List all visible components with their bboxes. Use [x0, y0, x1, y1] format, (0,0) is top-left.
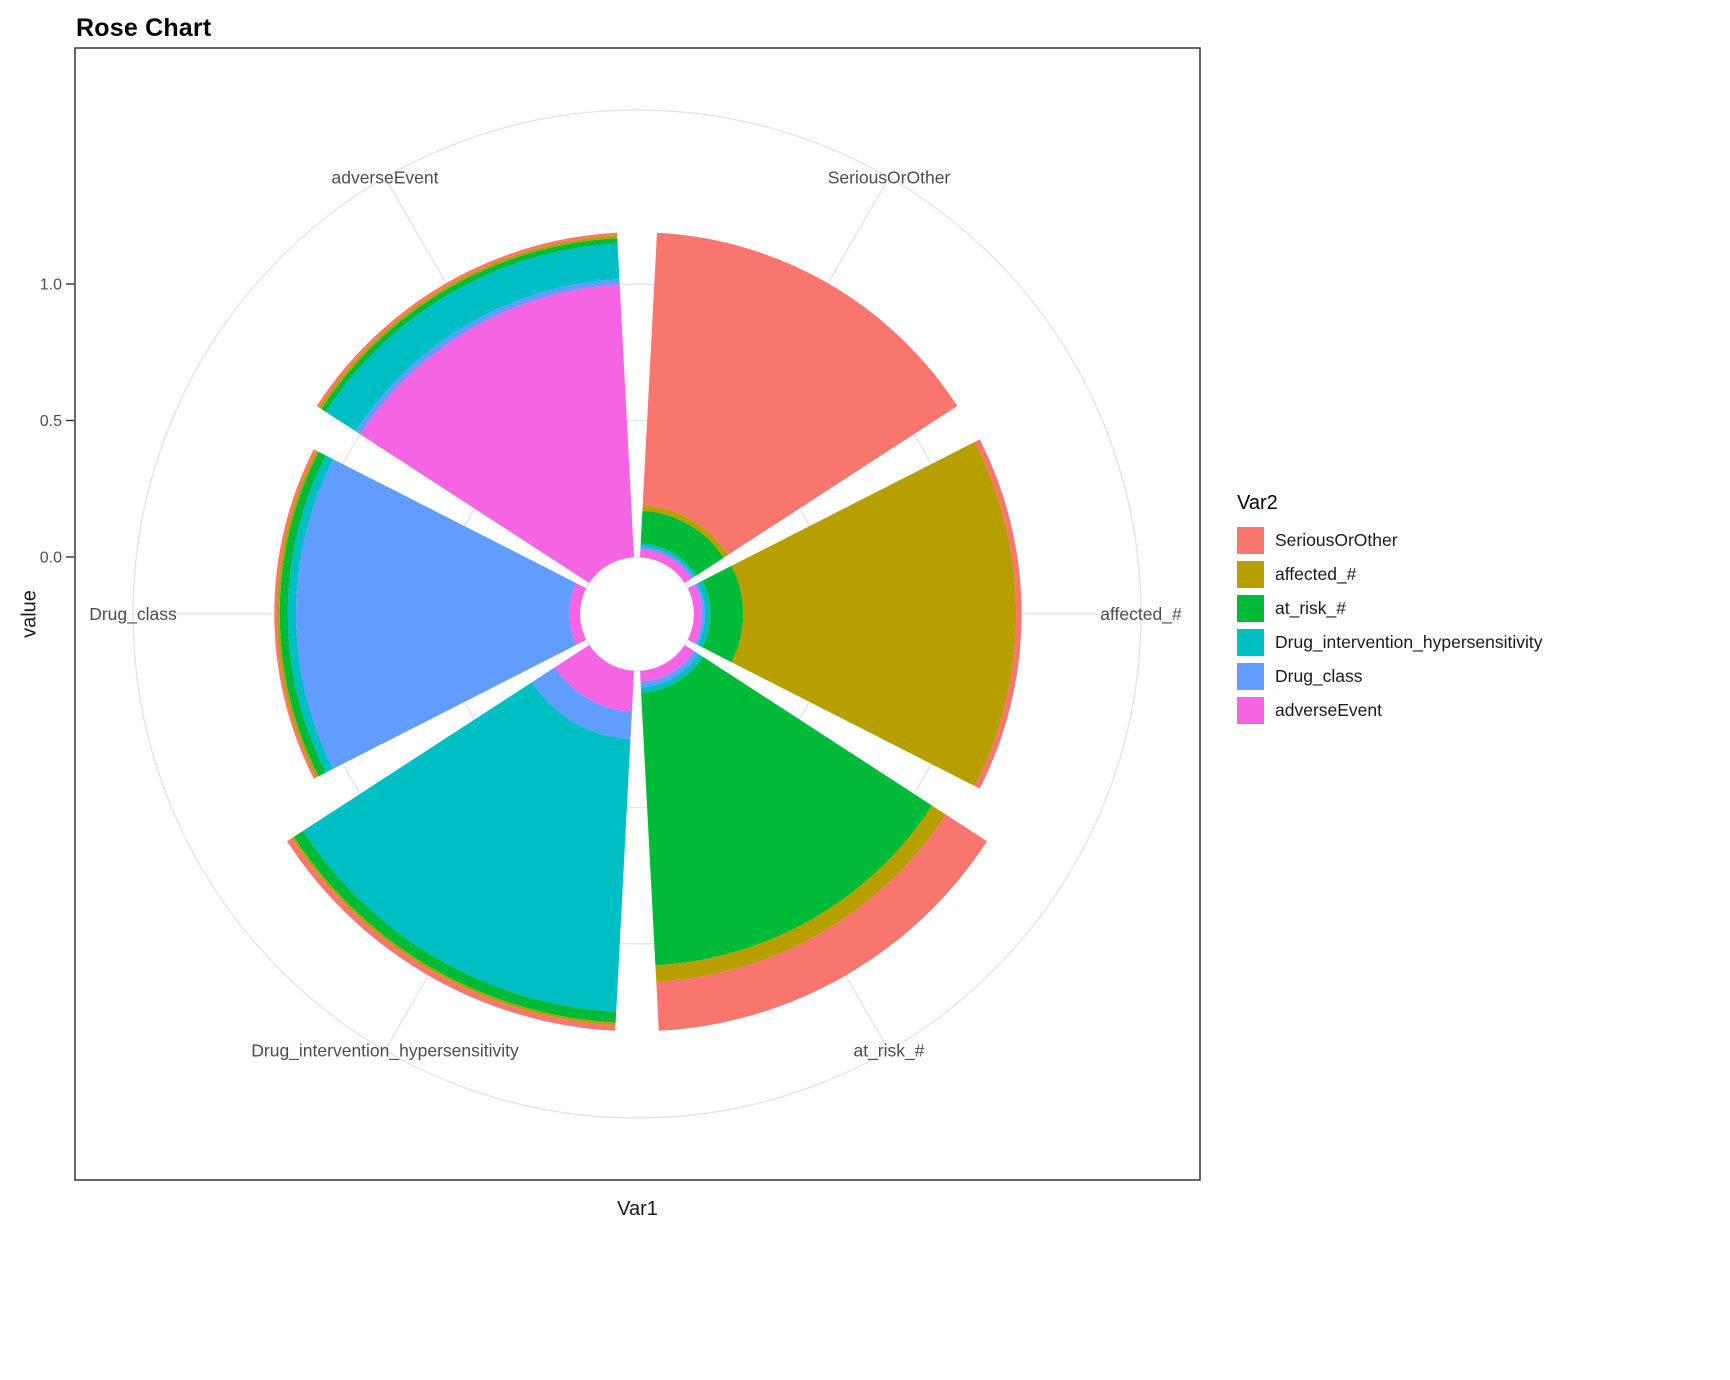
- rose-segment-affected_#-SeriousOrOther: [974, 439, 1022, 789]
- rose-segment-affected_#-at_risk_#: [702, 565, 744, 663]
- sector-label: adverseEvent: [331, 168, 438, 188]
- rose-segment-adverseEvent-adverseEvent: [360, 284, 634, 583]
- rose-segment-Drug_intervention_hypersensitivity-adverseEvent: [554, 645, 634, 712]
- rose-segment-adverseEvent-Drug_intervention_hypersensitivity: [325, 243, 620, 432]
- legend-swatch: [1237, 663, 1264, 690]
- rose-segment-SeriousOrOther-affected_#: [642, 505, 729, 558]
- rose-segment-SeriousOrOther-adverseEvent: [640, 548, 692, 583]
- sector-label: Drug_class: [89, 604, 177, 625]
- legend-swatch: [1237, 697, 1264, 724]
- radial-tick-label: 0.0: [40, 550, 62, 567]
- legend-items: SeriousOrOther affected_# at_risk_# Drug_in…: [1237, 527, 1543, 724]
- rose-segment-affected_#-Drug_intervention_hypersensitivity: [697, 580, 711, 648]
- legend-item-label: affected_#: [1275, 564, 1357, 584]
- legend-title: Var2: [1237, 492, 1278, 514]
- rose-segment-Drug_class-SeriousOrOther: [274, 449, 317, 779]
- rose-segment-affected_#-Drug_class: [695, 583, 705, 645]
- legend-item: Drug_intervention_hypersensitivity: [1237, 629, 1543, 656]
- rose-segment-Drug_class-affected_#: [276, 450, 319, 778]
- rose-segment-Drug_intervention_hypersensitivity-Drug_intervention_hypersensitivity: [303, 682, 631, 1012]
- radial-tick-label: 0.5: [40, 413, 62, 430]
- legend-item-label: Drug_class: [1275, 666, 1363, 686]
- legend-item: Drug_class: [1237, 663, 1543, 690]
- legend-item: affected_#: [1237, 561, 1543, 588]
- rose-segment-at_risk_#-Drug_intervention_hypersensitivity: [640, 654, 704, 693]
- legend-item-label: adverseEvent: [1275, 700, 1383, 720]
- legend-item: at_risk_#: [1237, 595, 1543, 622]
- legend-item-label: SeriousOrOther: [1275, 530, 1398, 550]
- legend-item: adverseEvent: [1237, 697, 1543, 724]
- rose-segment-affected_#-adverseEvent: [687, 584, 703, 644]
- rose-segment-SeriousOrOther-SeriousOrOther: [642, 232, 958, 555]
- chart-title: Rose Chart: [76, 14, 212, 42]
- sector-label: SeriousOrOther: [828, 168, 951, 188]
- rose-segment-SeriousOrOther-at_risk_#: [640, 510, 724, 576]
- legend-swatch: [1237, 527, 1264, 554]
- rose-segment-at_risk_#-affected_#: [655, 805, 946, 982]
- legend-swatch: [1237, 561, 1264, 588]
- x-axis-title: Var1: [617, 1198, 658, 1220]
- sector-label: affected_#: [1100, 604, 1182, 625]
- legend-item-label: at_risk_#: [1275, 598, 1347, 618]
- rose-segment-at_risk_#-adverseEvent: [640, 645, 694, 682]
- rose-segment-at_risk_#-SeriousOrOther: [656, 814, 987, 1031]
- sector-label: Drug_intervention_hypersensitivity: [251, 1041, 519, 1062]
- rose-segment-at_risk_#-Drug_class: [640, 651, 699, 688]
- legend-swatch: [1237, 629, 1264, 656]
- plot-panel-border: [74, 47, 1201, 1181]
- rose-segment-at_risk_#-at_risk_#: [641, 656, 933, 966]
- legend-item-label: Drug_intervention_hypersensitivity: [1275, 632, 1543, 652]
- rose-segment-Drug_class-at_risk_#: [279, 451, 326, 777]
- legend-swatch: [1237, 595, 1264, 622]
- legend: Var2 SeriousOrOther affected_# at_risk_# Dr…: [1237, 492, 1543, 731]
- rose-segment-Drug_class-Drug_intervention_hypersensitivity: [287, 455, 334, 773]
- y-axis-title: value: [18, 590, 41, 638]
- rose-segment-Drug_intervention_hypersensitivity-Drug_class: [532, 667, 632, 740]
- rose-segment-affected_#-affected_#: [731, 441, 1017, 787]
- sector-label: at_risk_#: [853, 1041, 924, 1062]
- legend-item: SeriousOrOther: [1237, 527, 1543, 554]
- rose-segment-Drug_class-Drug_class: [296, 459, 577, 769]
- radial-tick-label: 1.0: [40, 277, 62, 294]
- rose-segment-Drug_class-adverseEvent: [569, 583, 587, 645]
